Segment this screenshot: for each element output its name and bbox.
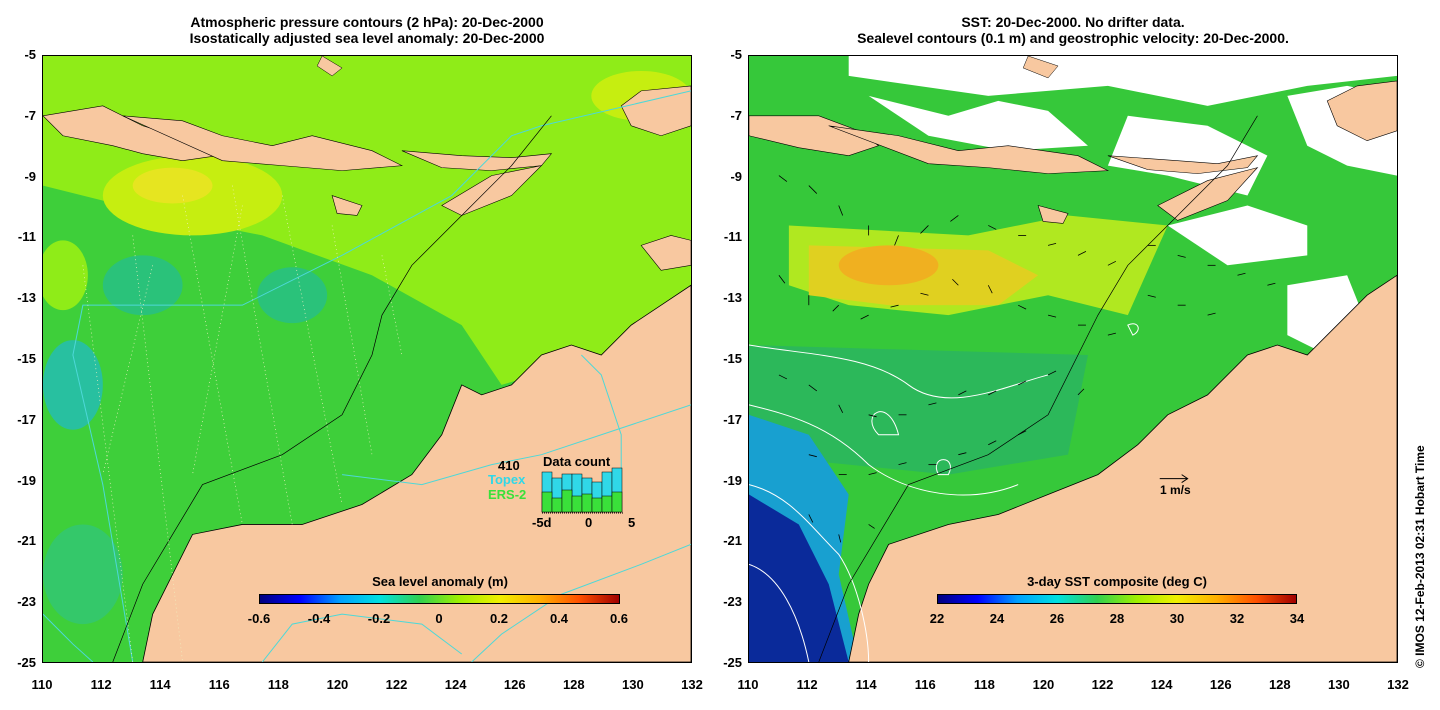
- latitude-tick-label: -25: [17, 655, 36, 670]
- right-cbar-tick: 34: [1289, 611, 1305, 626]
- right-title-line2: Sealevel contours (0.1 m) and geostrophi…: [857, 30, 1289, 46]
- longitude-tick-label: 122: [385, 677, 408, 692]
- longitude-tick-label: 126: [1209, 677, 1232, 692]
- velocity-scale-label: 1 m/s: [1160, 483, 1191, 497]
- longitude-tick-label: 120: [1032, 677, 1055, 692]
- latitude-tick-label: -13: [17, 290, 36, 306]
- latitude-tick-label: -5: [730, 47, 742, 62]
- right-cbar-tick: 24: [989, 611, 1005, 626]
- latitude-tick-label: -19: [723, 472, 742, 488]
- data-count-ers2: ERS-2: [488, 487, 527, 502]
- data-count-title: Data count: [543, 454, 611, 469]
- right-colorbar-label: 3-day SST composite (deg C): [1027, 574, 1207, 589]
- longitude-tick-label: 112: [796, 677, 818, 692]
- latitude-tick-label: -7: [24, 107, 36, 123]
- velocity-arrows: [778, 175, 1276, 543]
- right-cbar-tick: 30: [1169, 611, 1185, 626]
- copyright-notice: © IMOS 12-Feb-2013 02:31 Hobart Time: [1413, 445, 1427, 668]
- longitude-tick-label: 124: [1150, 677, 1173, 692]
- longitude-tick-label: 122: [1091, 677, 1114, 692]
- right-cbar-tick: 22: [929, 611, 945, 626]
- left-cbar-tick: 0.6: [609, 611, 629, 626]
- left-cbar-tick: 0.4: [549, 611, 569, 626]
- latitude-tick-label: -9: [24, 168, 36, 184]
- left-cbar-tick: -0.6: [247, 611, 271, 626]
- latitude-tick-label: -19: [17, 472, 36, 488]
- data-count-histogram: [541, 467, 623, 514]
- data-count-tick-neg5: -5d: [532, 515, 552, 530]
- latitude-tick-label: -7: [730, 107, 742, 123]
- latitude-tick-label: -23: [723, 594, 742, 610]
- latitude-tick-label: -9: [730, 168, 742, 184]
- left-colorbar: [259, 594, 620, 604]
- latitude-tick-label: -25: [723, 655, 742, 670]
- latitude-tick-label: -11: [17, 229, 36, 245]
- longitude-tick-label: 132: [681, 677, 703, 692]
- latitude-tick-label: -23: [17, 594, 36, 610]
- latitude-tick-label: -21: [723, 533, 742, 549]
- left-colorbar-label: Sea level anomaly (m): [372, 574, 508, 589]
- data-count-number: 410: [498, 458, 520, 473]
- right-cbar-tick: 26: [1049, 611, 1065, 626]
- longitude-tick-label: 118: [973, 677, 995, 692]
- latitude-tick-label: -5: [24, 47, 36, 62]
- latitude-tick-label: -21: [17, 533, 36, 549]
- latitude-tick-label: -13: [723, 290, 742, 306]
- longitude-tick-label: 114: [149, 677, 171, 692]
- left-title-line2: Isostatically adjusted sea level anomaly…: [189, 30, 545, 46]
- latitude-tick-label: -11: [723, 229, 742, 245]
- longitude-tick-label: 128: [562, 677, 585, 692]
- longitude-tick-label: 130: [622, 677, 644, 692]
- latitude-tick-label: -17: [723, 411, 742, 427]
- right-colorbar: [937, 594, 1297, 604]
- longitude-tick-label: 130: [1328, 677, 1350, 692]
- longitude-tick-label: 110: [737, 677, 759, 692]
- longitude-tick-label: 112: [90, 677, 112, 692]
- data-count-tick-5: 5: [628, 515, 636, 530]
- data-count-tick-0: 0: [585, 515, 593, 530]
- longitude-tick-label: 118: [267, 677, 289, 692]
- right-map: [748, 55, 1398, 663]
- longitude-tick-label: 116: [208, 677, 230, 692]
- right-cbar-tick: 28: [1109, 611, 1125, 626]
- velocity-scale-arrow: [1159, 474, 1189, 484]
- longitude-tick-label: 128: [1268, 677, 1291, 692]
- longitude-tick-label: 120: [326, 677, 349, 692]
- left-cbar-tick: 0: [435, 611, 443, 626]
- left-map: [42, 55, 692, 663]
- latitude-tick-label: -17: [17, 411, 36, 427]
- longitude-tick-label: 124: [444, 677, 467, 692]
- data-count-topex: Topex: [488, 472, 526, 487]
- longitude-tick-label: 114: [855, 677, 877, 692]
- left-title-line1: Atmospheric pressure contours (2 hPa): 2…: [190, 14, 544, 30]
- longitude-tick-label: 116: [914, 677, 936, 692]
- left-cbar-tick: -0.2: [367, 611, 391, 626]
- latitude-tick-label: -15: [17, 351, 36, 366]
- latitude-tick-label: -15: [723, 351, 742, 366]
- longitude-tick-label: 126: [503, 677, 526, 692]
- left-cbar-tick: -0.4: [307, 611, 331, 626]
- right-cbar-tick: 32: [1229, 611, 1245, 626]
- left-cbar-tick: 0.2: [489, 611, 509, 626]
- longitude-tick-label: 132: [1387, 677, 1409, 692]
- longitude-tick-label: 110: [31, 677, 53, 692]
- right-title-line1: SST: 20-Dec-2000. No drifter data.: [961, 14, 1185, 30]
